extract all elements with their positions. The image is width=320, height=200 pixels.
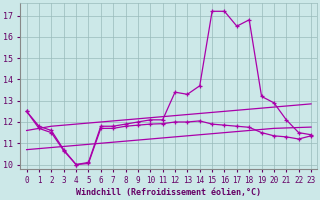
X-axis label: Windchill (Refroidissement éolien,°C): Windchill (Refroidissement éolien,°C) — [76, 188, 261, 197]
